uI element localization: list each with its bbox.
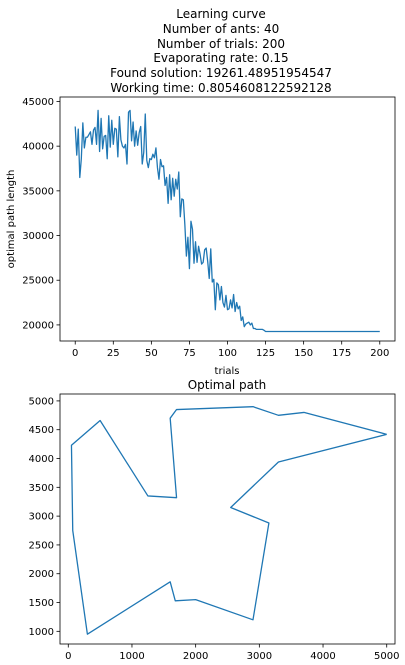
series-line-tour (70, 406, 387, 635)
x-tick-label: 1000 (119, 651, 144, 662)
chart-title-line: Found solution: 19261.48951954547 (110, 66, 332, 80)
x-tick-label: 0 (65, 651, 71, 662)
chart-title-line: Learning curve (176, 7, 266, 21)
chart-title-line: Evaporating rate: 0.15 (153, 51, 288, 65)
y-tick-label: 4500 (29, 425, 54, 436)
y-axis-label: optimal path length (6, 170, 17, 269)
y-tick-label: 2500 (29, 540, 54, 551)
x-tick-label: 150 (294, 348, 313, 359)
x-tick-label: 25 (107, 348, 120, 359)
learning-curve-chart: Learning curve Number of ants: 40 Number… (6, 7, 396, 377)
x-tick-label: 4000 (310, 651, 335, 662)
x-tick-label: 75 (183, 348, 196, 359)
y-tick-label: 30000 (22, 231, 54, 242)
y-tick-label: 25000 (22, 276, 54, 287)
y-tick-label: 3500 (29, 483, 54, 494)
plot-area-frame (59, 96, 396, 342)
series-line-path-length (74, 109, 380, 333)
y-tick-label: 4000 (29, 454, 54, 465)
chart-title-block: Learning curve Number of ants: 40 Number… (110, 7, 332, 95)
y-tick-label: 35000 (22, 186, 54, 197)
y-tick-label: 2000 (29, 569, 54, 580)
x-tick-label: 0 (72, 348, 78, 359)
x-axis-label: trials (215, 366, 240, 377)
y-tick-label: 1000 (29, 627, 54, 638)
chart-title-line: Number of ants: 40 (163, 22, 279, 36)
chart-title-line: Number of trials: 200 (157, 37, 285, 51)
x-tick-label: 200 (370, 348, 389, 359)
chart-title: Optimal path (188, 378, 267, 392)
y-tick-label: 3000 (29, 512, 54, 523)
optimal-path-chart: Optimal path 0 1000 2000 3000 4000 5000 1000 15… (29, 378, 400, 662)
x-tick-label: 2000 (183, 651, 208, 662)
axis-ticks: 0 25 50 75 100 125 150 175 200 20000 25000 30000 350… (22, 97, 389, 359)
plot-area-frame (59, 393, 396, 645)
x-tick-label: 3000 (247, 651, 272, 662)
chart-title-line: Working time: 0.8054608122592128 (110, 81, 331, 95)
y-tick-label: 20000 (22, 320, 54, 331)
y-tick-label: 45000 (22, 97, 54, 108)
x-tick-label: 50 (145, 348, 158, 359)
x-tick-label: 125 (256, 348, 275, 359)
y-tick-label: 40000 (22, 142, 54, 153)
y-tick-label: 1500 (29, 598, 54, 609)
x-tick-label: 175 (332, 348, 351, 359)
axis-ticks: 0 1000 2000 3000 4000 5000 1000 1500 2000 2500 300… (29, 396, 400, 662)
y-tick-label: 5000 (29, 396, 54, 407)
x-tick-label: 100 (218, 348, 237, 359)
x-tick-label: 5000 (374, 651, 399, 662)
